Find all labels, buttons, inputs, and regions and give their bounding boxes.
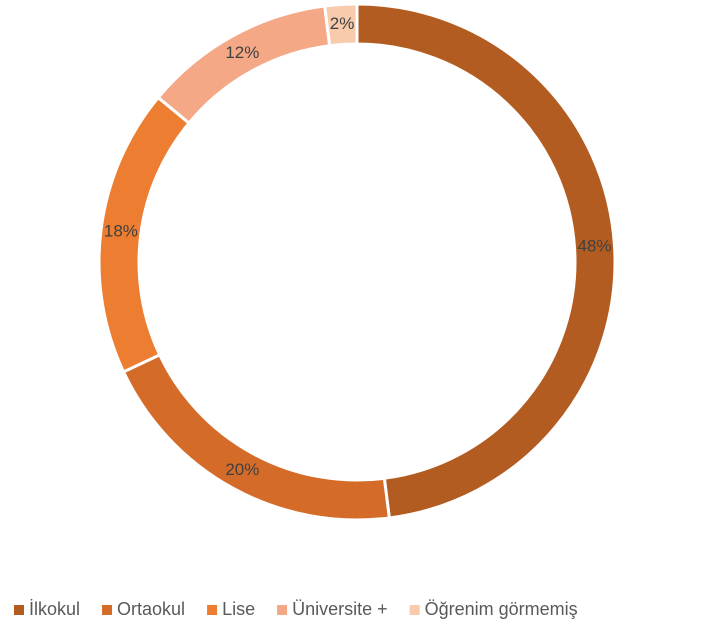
legend-label: Lise xyxy=(222,599,255,619)
data-label: 2% xyxy=(330,14,355,33)
legend-swatch xyxy=(207,605,218,615)
donut: 48% 20% 18% 12% 2% xyxy=(97,2,617,522)
legend-label: Üniversite + xyxy=(292,599,388,619)
slice xyxy=(322,2,359,48)
legend-swatch xyxy=(102,605,113,615)
legend-swatch xyxy=(277,605,288,615)
data-label: 12% xyxy=(225,43,259,62)
slice xyxy=(156,4,332,126)
legend-label: Ortaokul xyxy=(117,599,185,619)
legend-swatch xyxy=(409,605,420,615)
legend-label: Öğrenim görmemiş xyxy=(425,599,578,619)
data-label: 48% xyxy=(578,237,612,256)
data-label: 20% xyxy=(225,460,259,479)
slice xyxy=(355,2,617,520)
legend-label: İlkokul xyxy=(29,599,80,619)
legend-swatch xyxy=(14,605,24,615)
slice xyxy=(121,352,392,522)
legend: İlkokul Ortaokul Lise Üniversite + Öğrenim g… xyxy=(14,599,578,619)
data-label: 18% xyxy=(104,222,138,241)
